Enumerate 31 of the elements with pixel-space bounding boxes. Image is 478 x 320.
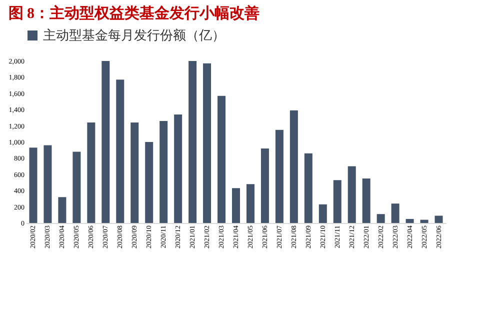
bar (116, 80, 124, 223)
bar (406, 218, 414, 223)
chart-title: 图 8：主动型权益类基金发行小幅改善 (8, 4, 260, 22)
bar (290, 110, 298, 223)
bar (376, 214, 385, 223)
bar (203, 63, 212, 223)
bar (260, 148, 269, 223)
bar (188, 61, 197, 223)
bar (145, 142, 154, 223)
bar (391, 204, 400, 223)
bar (420, 220, 428, 223)
bar (29, 148, 38, 223)
bar (160, 120, 168, 223)
bar (232, 188, 240, 223)
bar (348, 166, 356, 223)
bar (362, 178, 370, 223)
bar (102, 61, 110, 223)
bar (130, 122, 139, 223)
bar (218, 96, 226, 223)
bar (275, 130, 284, 223)
bar (318, 204, 327, 223)
bar (174, 114, 182, 223)
bar (87, 122, 96, 223)
bar (333, 180, 342, 223)
bar (434, 216, 443, 223)
bar (44, 145, 52, 223)
bar (72, 152, 81, 223)
bar (304, 153, 312, 223)
legend-label: 主动型基金每月发行份额（亿） (43, 28, 225, 42)
bar (246, 184, 254, 223)
bar (58, 197, 66, 223)
